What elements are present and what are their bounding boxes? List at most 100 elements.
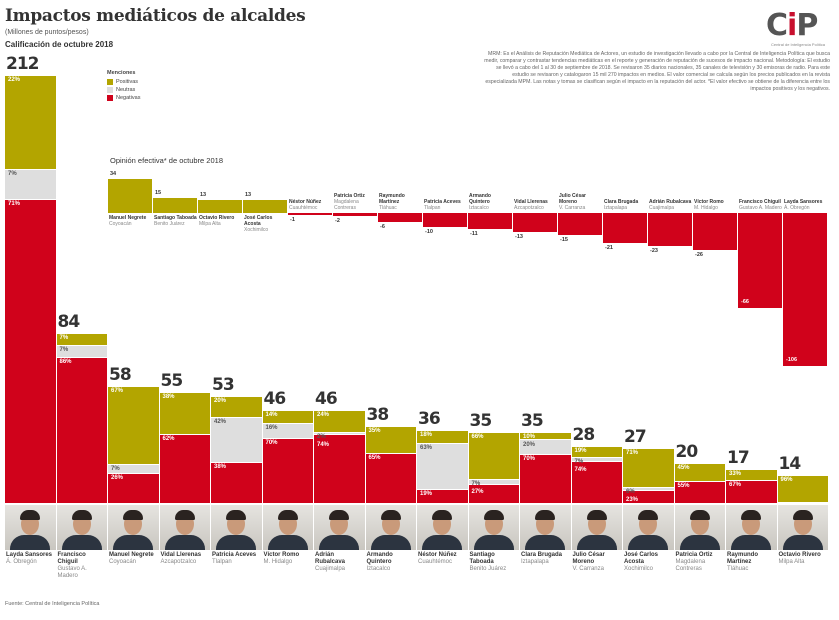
- opinion-name-label: Raymundo Martínez Tláhuac: [379, 193, 423, 211]
- legend-label: Negativas: [116, 95, 141, 101]
- opinion-value-label: -13: [515, 233, 523, 240]
- portrait-body: [473, 535, 514, 550]
- person-name-label: Vidal Llerenas Azcapotzalco: [161, 552, 211, 566]
- bar-segment-negativas: [571, 461, 622, 503]
- opinion-bar-negative: [468, 213, 512, 229]
- segment-percent-label: 70%: [523, 455, 536, 462]
- borough-name: Iztacalco: [366, 566, 391, 572]
- borough-name: Cuajimalpa: [315, 566, 346, 572]
- bar-segment-negativas: [726, 480, 777, 503]
- person-name: Octavio Rivero: [778, 552, 821, 558]
- segment-percent-label: 7%: [8, 171, 17, 178]
- opinion-value-label: -26: [695, 252, 703, 259]
- legend-swatch: [107, 87, 113, 93]
- bar-segment-neutras: [56, 345, 107, 358]
- person-name-label: Adrián Rubalcava Cuajimalpa: [315, 552, 365, 573]
- bar-segment-negativas: [56, 357, 107, 503]
- segment-percent-label: 65%: [368, 455, 381, 462]
- segment-percent-label: 6%: [626, 489, 635, 496]
- segment-percent-label: 33%: [729, 470, 742, 477]
- bar-segment-neutras: [417, 443, 468, 490]
- borough-name: Benito Juárez: [154, 221, 185, 227]
- opinion-name-label: Armando Quintero Iztacalco: [469, 193, 513, 211]
- opinion-bar-negative: [693, 213, 737, 251]
- person-name: José Carlos Acosta: [624, 552, 659, 565]
- segment-percent-label: 22%: [8, 77, 21, 83]
- opinion-value-label: -6: [380, 223, 385, 230]
- segment-percent-label: 42%: [214, 419, 227, 426]
- opinion-bar-negative: [378, 213, 422, 222]
- legend-item-positive: Positivas: [107, 78, 140, 86]
- bar-segment-neutras: [468, 478, 519, 484]
- bar-segment-positivas: [108, 385, 159, 465]
- segment-percent-label: 10%: [523, 434, 536, 441]
- borough-name: Xochimilco: [624, 566, 654, 572]
- portrait-hair: [329, 510, 350, 520]
- borough-name: Iztapalapa: [521, 559, 549, 565]
- portrait-photo: [571, 505, 622, 550]
- source-note: Fuente: Central de Inteligencia Política: [5, 601, 100, 607]
- person-name-label: Patricia Ortiz Magdalena Contreras: [676, 552, 726, 573]
- bar-segment-negativas: [108, 472, 159, 503]
- borough-name: Cuauhtémoc: [289, 205, 318, 211]
- segment-percent-label: 2%: [317, 434, 326, 441]
- bar-segment-negativas: [777, 501, 828, 503]
- portrait-hair: [71, 510, 92, 520]
- segment-percent-label: 67%: [111, 387, 124, 394]
- segment-percent-label: 67%: [729, 482, 742, 488]
- portrait-body: [113, 535, 154, 550]
- bar-segment-negativas: [211, 462, 262, 503]
- bar-segment-positivas: [520, 432, 571, 440]
- person-name: Patricia Aceves: [212, 552, 257, 558]
- borough-name: Tlalpan: [212, 559, 232, 565]
- borough-name: V. Carranza: [572, 566, 604, 572]
- segment-percent-label: 19%: [574, 448, 587, 455]
- opinion-value-label: -1: [290, 217, 295, 223]
- bar-total-label: 46: [263, 389, 287, 410]
- legend: Menciones Positivas Neutras Negativas: [107, 70, 140, 102]
- portrait-hair: [689, 510, 710, 520]
- opinion-name-label: Manuel Negrete Coyoacán: [109, 215, 153, 227]
- person-name: Adrián Rubalcava: [315, 552, 346, 565]
- person-name-label: Santiago Taboada Benito Juárez: [470, 552, 520, 573]
- portrait-hair: [483, 510, 504, 520]
- bar-segment-negativas: [314, 434, 365, 503]
- legend-label: Neutras: [116, 87, 136, 93]
- segment-percent-label: 35%: [368, 428, 381, 435]
- person-name: Vidal Llerenas: [160, 552, 202, 558]
- borough-name: Iztacalco: [469, 205, 489, 211]
- opinion-name-label: Francisco Chiguil Gustavo A. Madero: [739, 199, 783, 211]
- segment-percent-label: 62%: [162, 436, 175, 443]
- portrait-hair: [792, 510, 813, 520]
- legend-item-negative: Negativas: [107, 94, 140, 102]
- segment-percent-label: 7%: [59, 335, 69, 342]
- segment-percent-label: 19%: [420, 491, 433, 498]
- portrait-hair: [432, 510, 453, 520]
- opinion-value-label: -23: [650, 248, 658, 255]
- portrait-hair: [20, 510, 41, 520]
- bar-segment-negativas: [365, 453, 416, 503]
- portrait-photo: [726, 505, 777, 550]
- borough-name: Benito Juárez: [469, 566, 507, 572]
- opinion-name-label: Clara Brugada Iztapalapa: [604, 199, 648, 211]
- person-name: Octavio Rivero: [199, 215, 235, 221]
- segment-percent-label: 86%: [59, 359, 72, 366]
- portrait-photo: [365, 505, 416, 550]
- opinion-name-label: José Carlos Acosta Xochimilco: [244, 215, 288, 233]
- segment-percent-label: 20%: [214, 398, 227, 404]
- opinion-chart-title: Opinión efectiva* de octubre 2018: [110, 156, 223, 165]
- person-name: Santiago Taboada: [469, 552, 495, 565]
- person-name: Néstor Núñez: [418, 552, 457, 558]
- borough-name: M. Hidalgo: [263, 559, 293, 565]
- opinion-bar-negative: [738, 213, 782, 309]
- portrait-body: [61, 535, 102, 550]
- bar-segment-positivas: [417, 430, 468, 444]
- bar-segment-neutras: [623, 487, 674, 491]
- bar-segment-positivas: [56, 333, 107, 346]
- person-name-label: Clara Brugada Iztapalapa: [521, 552, 571, 566]
- opinion-name-label: Víctor Romo M. Hidalgo: [694, 199, 738, 211]
- person-name: Patricia Ortiz: [675, 552, 713, 558]
- bar-segment-negativas: [468, 483, 519, 503]
- borough-name: Xochimilco: [244, 227, 269, 233]
